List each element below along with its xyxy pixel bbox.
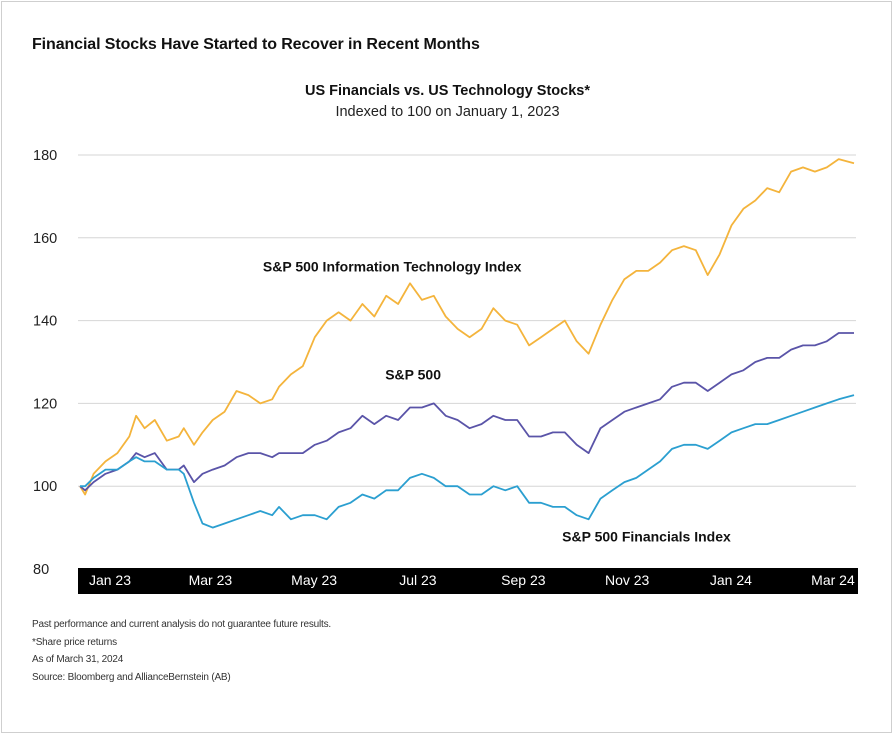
series-line-2 [80,394,855,529]
y-tick-label-180: 180 [33,148,57,164]
source-note: Source: Bloomberg and AllianceBernstein … [32,671,231,683]
x-tick-label: Mar 23 [189,572,233,588]
chart-title: US Financials vs. US Technology Stocks* [305,83,590,99]
disclaimer-note: Past performance and current analysis do… [32,619,331,630]
series-line-1 [79,332,854,492]
page-heading: Financial Stocks Have Started to Recover… [32,36,480,53]
x-tick-label: Sep 23 [501,572,546,588]
x-tick-label: Mar 24 [811,572,855,588]
series-label-2: S&P 500 Financials Index [562,528,731,544]
footnotes: Past performance and current analysis do… [32,616,331,686]
y-tick-label-100: 100 [33,479,57,495]
y-tick-label-120: 120 [33,396,57,412]
x-tick-label: Jul 23 [399,572,437,588]
x-axis-band [78,568,858,594]
x-tick-label: Jan 23 [89,572,131,588]
series-line-0 [79,158,855,496]
y-tick-label-140: 140 [33,314,57,330]
as-of-note: As of March 31, 2024 [32,654,124,665]
chart-subtitle: Indexed to 100 on January 1, 2023 [335,104,560,120]
y-tick-label-160: 160 [33,231,57,247]
x-tick-label: May 23 [291,572,337,588]
series-label-0: S&P 500 Information Technology Index [263,258,522,274]
y-tick-label-80: 80 [33,562,49,578]
x-tick-label: Nov 23 [605,572,650,588]
series-label-1: S&P 500 [385,366,441,382]
share-returns-note: *Share price returns [32,636,117,648]
x-tick-label: Jan 24 [710,572,752,588]
